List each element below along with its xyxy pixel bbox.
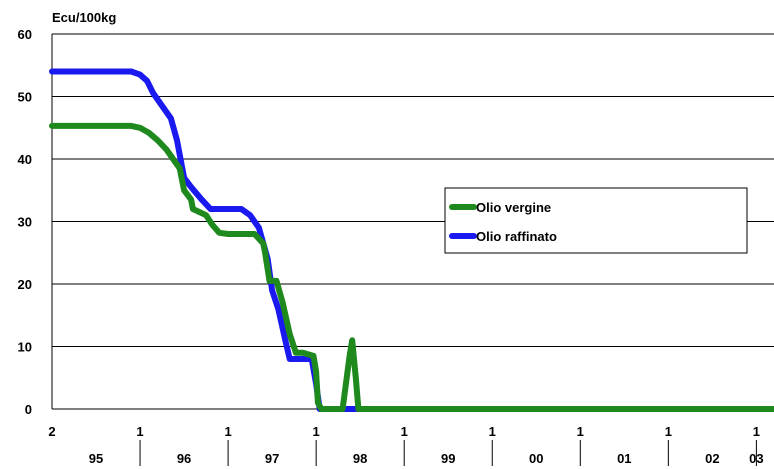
series-lines [49, 68, 774, 412]
series-line-olio-vergine [49, 122, 774, 412]
x-tick-label-year: 01 [617, 451, 631, 466]
y-tick-label: 0 [25, 402, 32, 417]
legend-label-olio-vergine: Olio vergine [476, 200, 551, 215]
x-tick-label-year: 03 [749, 451, 763, 466]
x-tick-label-period: 1 [224, 424, 231, 439]
legend-box [444, 187, 748, 254]
x-tick-label-year: 00 [529, 451, 543, 466]
y-tick-label: 50 [18, 90, 32, 105]
legend-label-olio-raffinato: Olio raffinato [476, 229, 557, 244]
y-tick-labels: 0 10 20 30 40 50 60 [18, 27, 32, 417]
x-tick-label-year: 96 [177, 451, 191, 466]
x-tick-label-period: 1 [401, 424, 408, 439]
x-tick-label-year: 95 [89, 451, 103, 466]
x-tick-label-period: 1 [136, 424, 143, 439]
x-tick-label-year: 02 [705, 451, 719, 466]
x-tick-label-period: 1 [577, 424, 584, 439]
y-tick-label: 30 [18, 215, 32, 230]
x-tick-label-period: 2 [48, 424, 55, 439]
x-tick-label-year: 98 [353, 451, 367, 466]
series-line-olio-raffinato [49, 68, 774, 412]
x-tick-labels: 2 1 1 1 1 1 1 1 1 95 96 97 98 99 00 01 02 03 [48, 424, 763, 466]
y-tick-label: 20 [18, 277, 32, 292]
y-tick-label: 40 [18, 152, 32, 167]
x-tick-label-period: 1 [665, 424, 672, 439]
x-tick-label-year: 99 [441, 451, 455, 466]
x-tick-label-period: 1 [313, 424, 320, 439]
legend: Olio vergine Olio raffinato [444, 187, 748, 254]
y-axis-unit-label: Ecu/100kg [52, 10, 116, 25]
y-tick-label: 60 [18, 27, 32, 42]
x-tick-label-period: 1 [489, 424, 496, 439]
x-tick-label-period: 1 [753, 424, 760, 439]
y-tick-label: 10 [18, 340, 32, 355]
x-tick-label-year: 97 [265, 451, 279, 466]
